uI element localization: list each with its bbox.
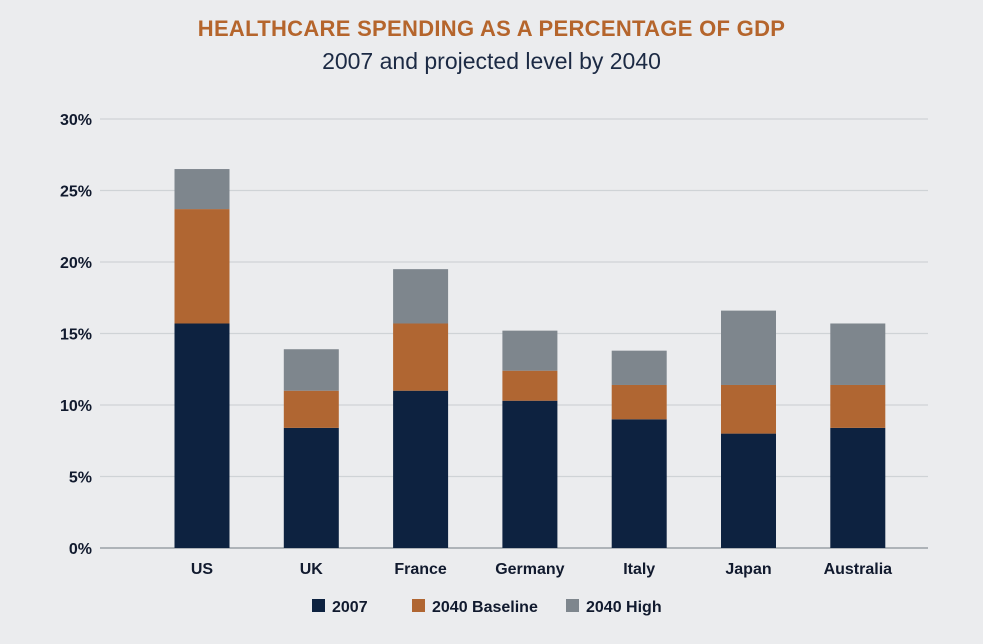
bar-japan-2040-high [721,310,776,385]
x-tick-label: US [191,561,214,578]
x-tick-label: Australia [824,561,893,578]
legend-label: 2040 High [586,599,662,616]
bar-australia-2040-baseline [830,384,886,428]
legend-swatch [312,599,325,612]
bar-france-2007 [393,390,449,548]
bar-italy-2007 [611,419,667,548]
legend-swatch [412,599,425,612]
bar-italy-2040-high [611,350,667,385]
y-tick-label: 10% [60,398,92,415]
bar-japan-2040-baseline [721,384,776,434]
y-tick-label: 20% [60,255,92,272]
chart-title: HEALTHCARE SPENDING AS A PERCENTAGE OF G… [197,16,786,41]
bar-us-2040-high [174,169,230,210]
bar-germany-2007 [502,400,558,548]
bar-uk-2040-baseline [283,390,339,428]
y-tick-label: 5% [69,470,92,487]
x-tick-label: France [394,561,447,578]
bar-australia-2040-high [830,323,886,385]
legend-label: 2040 Baseline [432,599,538,616]
x-tick-label: Germany [495,561,564,578]
bar-uk-2007 [283,427,339,548]
bar-us-2007 [174,323,230,548]
legend-label: 2007 [332,599,368,616]
y-tick-label: 30% [60,112,92,129]
legend-swatch [566,599,579,612]
y-tick-label: 0% [69,541,92,558]
y-tick-label: 25% [60,184,92,201]
bar-australia-2007 [830,427,886,548]
bar-france-2040-baseline [393,323,449,391]
bar-italy-2040-baseline [611,384,667,420]
bar-uk-2040-high [283,349,339,391]
bar-us-2040-baseline [174,209,230,324]
x-tick-label: Italy [623,561,655,578]
chart-subtitle: 2007 and projected level by 2040 [322,48,661,74]
bar-germany-2040-high [502,330,558,371]
x-tick-label: Japan [725,561,771,578]
bar-germany-2040-baseline [502,370,558,401]
bar-france-2040-high [393,269,449,324]
bar-japan-2007 [721,433,776,548]
x-tick-label: UK [300,561,324,578]
y-tick-label: 15% [60,327,92,344]
